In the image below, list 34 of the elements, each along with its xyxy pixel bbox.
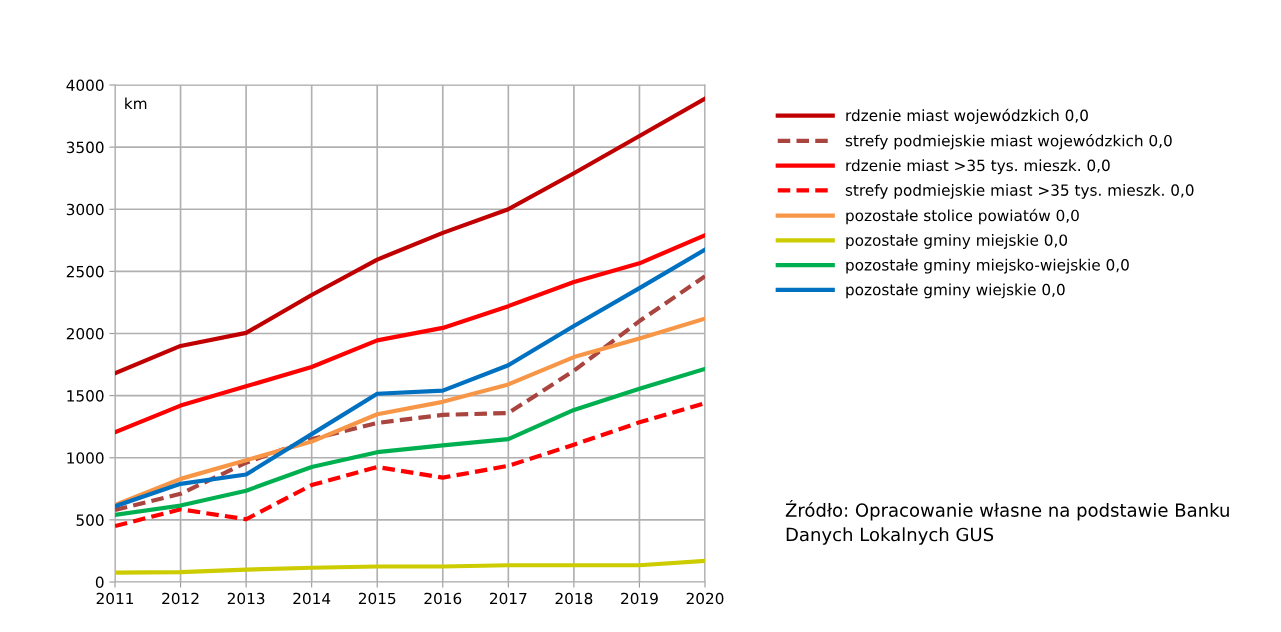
legend-label: rdzenie miast >35 tys. mieszk. 0,0 [846, 159, 1110, 175]
x-tick-label: 2014 [293, 592, 331, 605]
x-tick-label: 2013 [227, 592, 265, 605]
legend-label: pozostałe gminy miejskie 0,0 [846, 234, 1068, 249]
legend-label: pozostałe stolice powiatów 0,0 [846, 208, 1079, 225]
x-tick-label: 2016 [424, 592, 462, 605]
y-tick-label: 2000 [66, 327, 104, 340]
x-tick-label: 2020 [686, 592, 724, 605]
legend-label: strefy podmiejskie miast >35 tys. mieszk. 0,0 [845, 184, 1194, 199]
x-tick-label: 2018 [555, 592, 593, 605]
y-tick-label: 1500 [67, 390, 104, 402]
x-tick-label: 2017 [490, 592, 527, 605]
legend-label: pozostałe gminy wiejskie 0,0 [846, 283, 1065, 299]
y-tick-label: 500 [76, 514, 104, 526]
line-series [115, 400, 705, 529]
y-tick-label: 1000 [67, 452, 104, 464]
legend-label: strefy podmiejskie miast wojewódzkich 0,0 [845, 134, 1172, 150]
x-tick-label: 2012 [162, 592, 199, 605]
line-series [115, 558, 705, 575]
x-tick-label: 2011 [96, 592, 134, 605]
y-tick-label: 2500 [66, 265, 104, 278]
annotation: km [125, 97, 147, 110]
legend-label: pozostałe gminy miejsko-wiejskie 0,0 [846, 258, 1129, 274]
y-tick-label: 3500 [66, 141, 104, 154]
line-series [115, 366, 705, 517]
y-tick-label: 4000 [66, 79, 104, 92]
y-tick-label: 0 [95, 576, 104, 589]
y-tick-label: 3000 [66, 203, 104, 216]
text: Źródło: Opracowanie własne na podstawie Banku Danych Lokalnych GUS [785, 500, 1229, 545]
line-series [115, 233, 705, 435]
legend-label: rdzenie miast wojewódzkich 0,0 [846, 108, 1088, 125]
x-tick-label: 2019 [621, 592, 658, 605]
x-tick-label: 2015 [358, 592, 396, 605]
line-series [115, 96, 705, 376]
